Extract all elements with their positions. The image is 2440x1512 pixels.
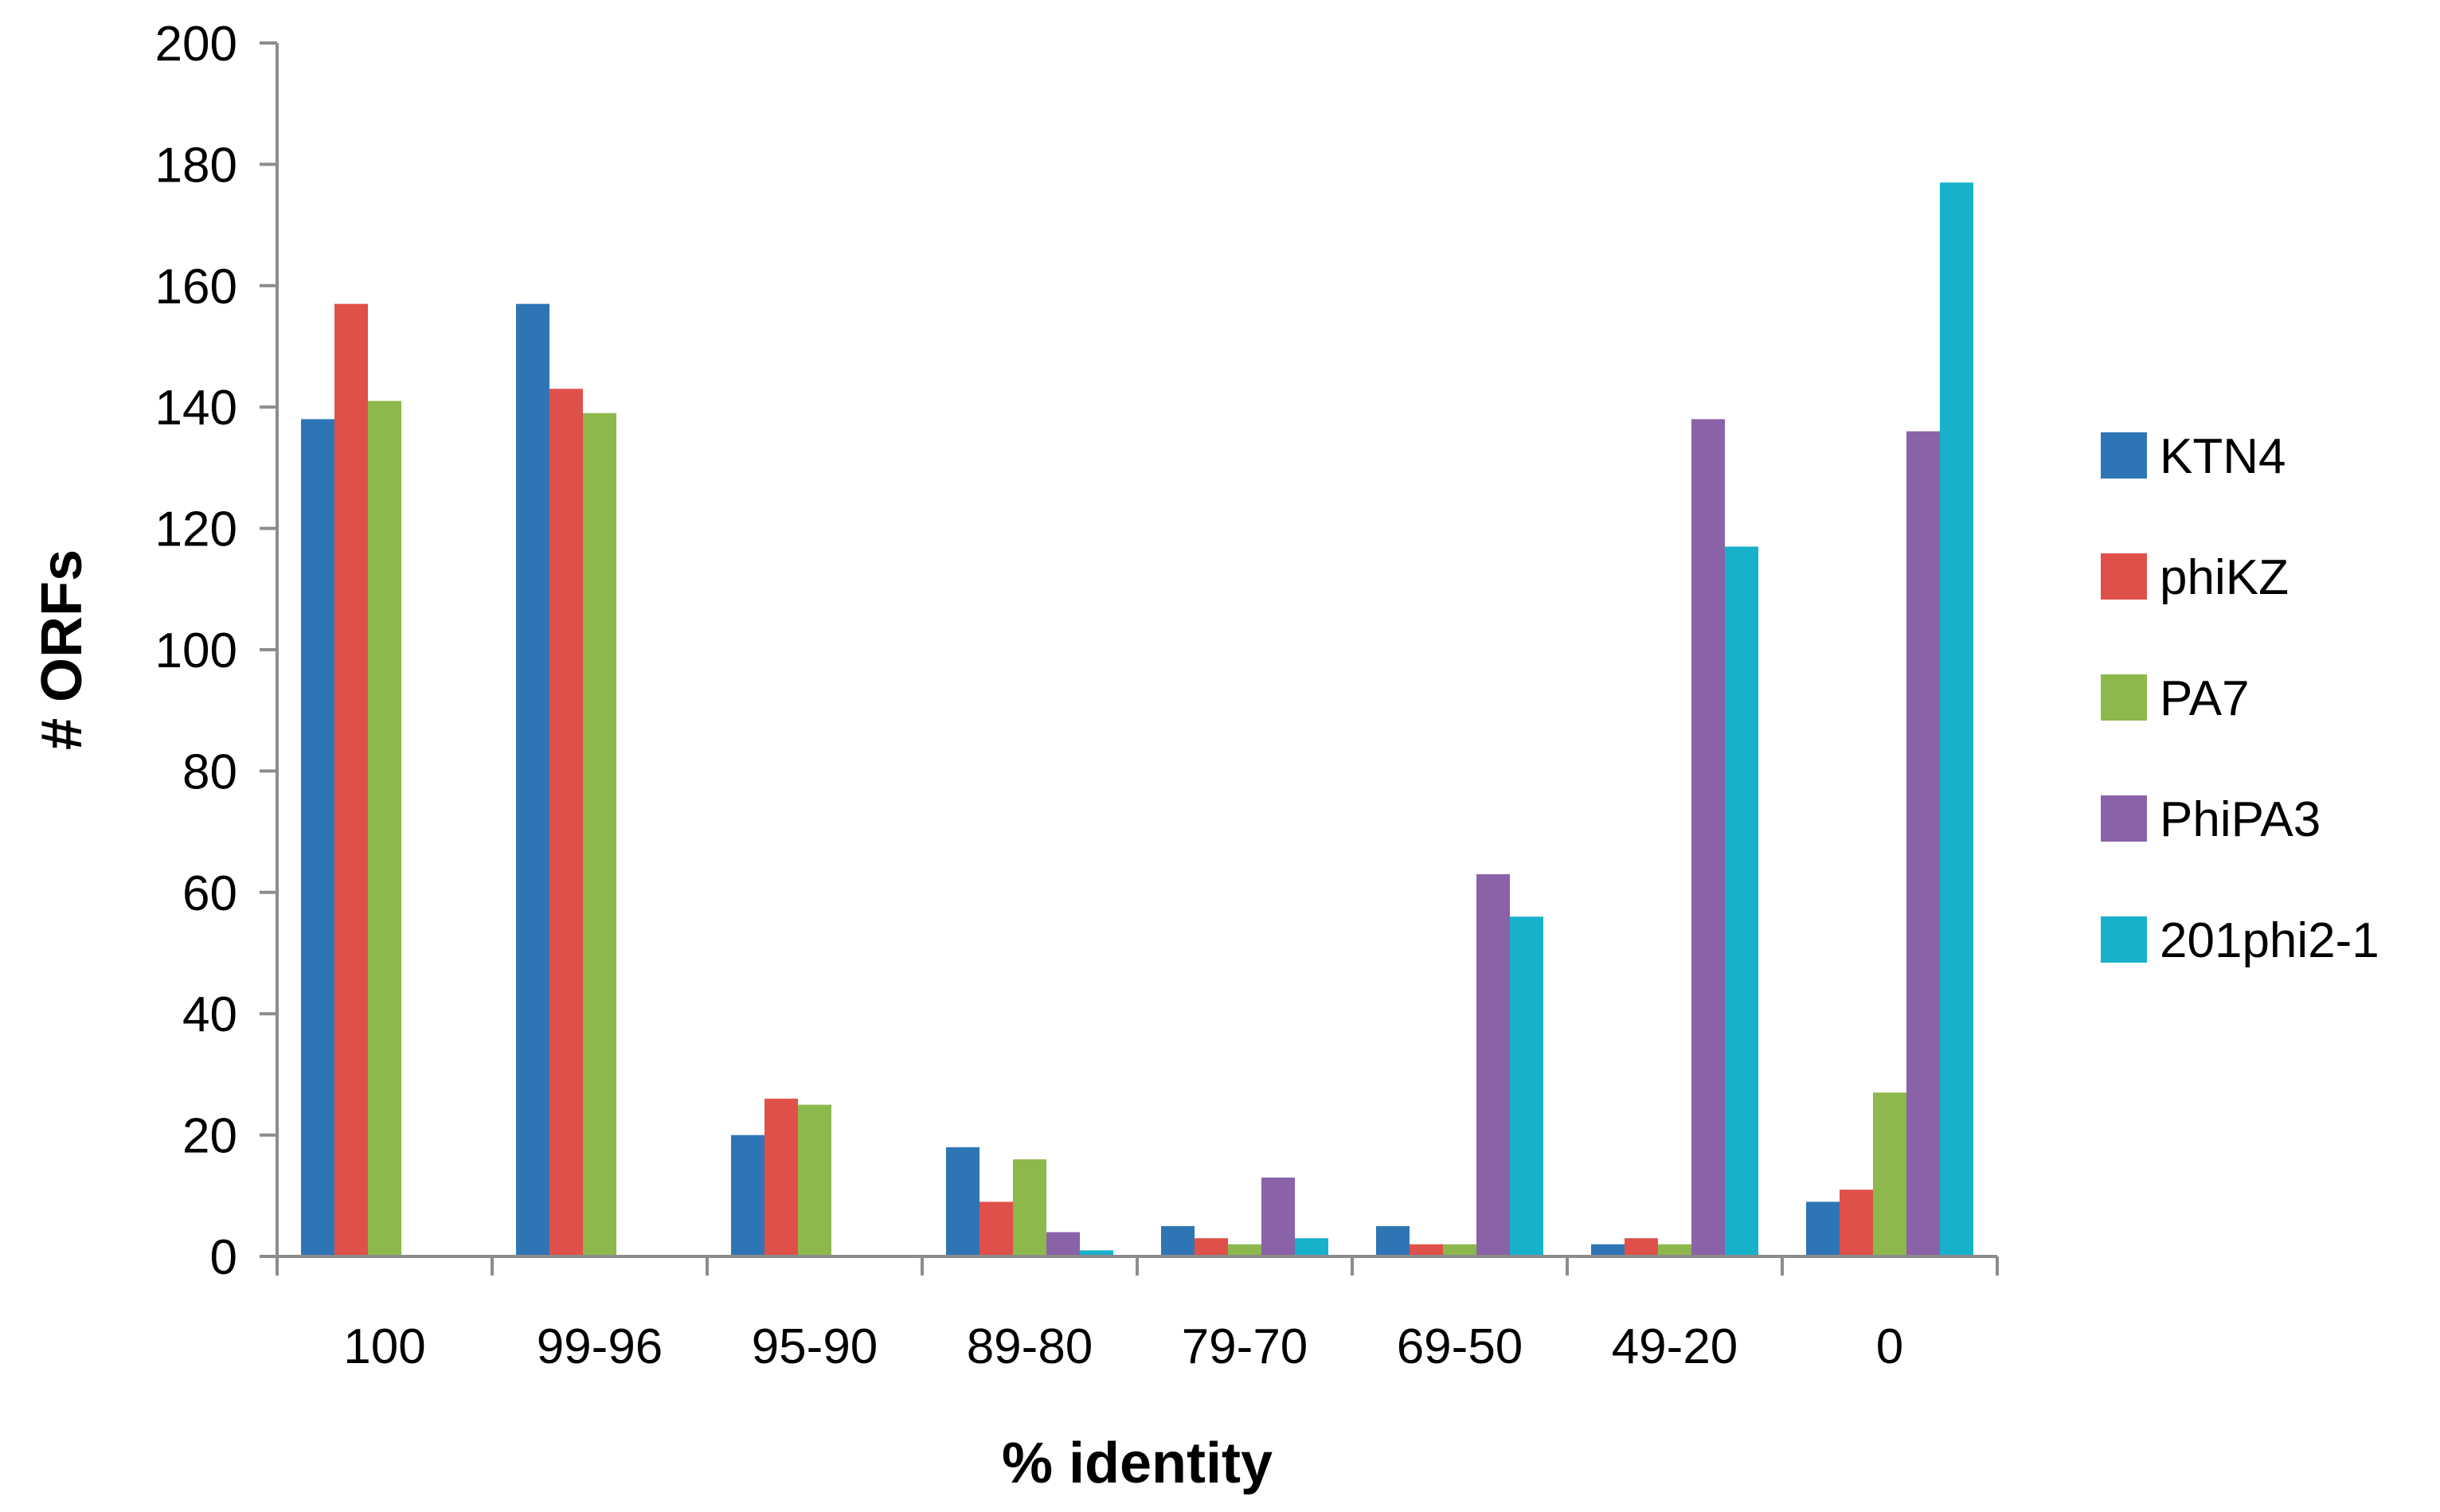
- x-axis-tick-labels: 100 99-96 95-90 89-80 79-70 69-50 49-20 0: [343, 1319, 1903, 1374]
- bar-201phi2-1-49-20: [1725, 546, 1758, 1256]
- bar-phikz-79-70: [1195, 1238, 1228, 1256]
- legend-label: phiKZ: [2160, 550, 2289, 605]
- bar-phikz-89-80: [980, 1201, 1013, 1256]
- legend-label: PhiPA3: [2160, 792, 2321, 847]
- bar-phikz-99-96: [549, 389, 583, 1257]
- legend-label: KTN4: [2160, 429, 2286, 484]
- y-axis-title: # ORFs: [30, 549, 94, 750]
- bar-pa7-89-80: [1013, 1159, 1046, 1256]
- bar-201phi2-1-89-80: [1080, 1250, 1113, 1256]
- bar-ktn4-79-70: [1161, 1225, 1195, 1256]
- y-tick-label: 180: [155, 138, 237, 193]
- bar-ktn4-69-50: [1376, 1225, 1410, 1256]
- legend: KTN4 phiKZ PA7 PhiPA3 201phi2-1: [2101, 429, 2379, 968]
- y-tick-label: 80: [182, 744, 237, 799]
- y-tick-label: 140: [155, 381, 237, 436]
- bar-ktn4-89-80: [946, 1147, 980, 1256]
- bar-pa7-99-96: [583, 412, 616, 1256]
- x-tick-label: 79-70: [1182, 1319, 1308, 1374]
- legend-swatch: [2101, 916, 2147, 963]
- y-tick-label: 40: [182, 987, 237, 1042]
- bar-pa7-49-20: [1658, 1244, 1691, 1256]
- bar-phikz-0: [1840, 1190, 1873, 1256]
- bar-pa7-69-50: [1443, 1244, 1476, 1256]
- bar-phikz-69-50: [1410, 1244, 1443, 1256]
- y-tick-label: 20: [182, 1109, 237, 1164]
- x-tick-label: 89-80: [967, 1319, 1093, 1374]
- y-tick-label: 160: [155, 260, 237, 315]
- y-axis-ticks: [260, 41, 277, 1258]
- bar-phipa3-49-20: [1691, 419, 1725, 1257]
- bar-pa7-95-90: [798, 1104, 831, 1256]
- legend-swatch: [2101, 795, 2147, 842]
- y-axis-tick-labels: 0 20 40 60 80 100 120 140 160 180 200: [155, 17, 237, 1285]
- bar-phipa3-0: [1906, 431, 1940, 1257]
- bar-201phi2-1-0: [1940, 182, 1973, 1256]
- legend-swatch: [2101, 432, 2147, 479]
- bar-ktn4-100: [301, 419, 334, 1257]
- bar-pa7-79-70: [1228, 1244, 1261, 1256]
- x-tick-label: 99-96: [537, 1319, 663, 1374]
- y-tick-label: 120: [155, 502, 237, 557]
- x-tick-label: 100: [343, 1319, 425, 1374]
- bar-ktn4-95-90: [731, 1135, 764, 1256]
- x-tick-label: 95-90: [752, 1319, 878, 1374]
- bar-ktn4-0: [1806, 1201, 1840, 1256]
- legend-label: 201phi2-1: [2160, 913, 2379, 968]
- legend-label: PA7: [2160, 671, 2250, 726]
- bar-phipa3-89-80: [1046, 1232, 1080, 1256]
- x-axis-title: % identity: [1002, 1432, 1273, 1495]
- bar-phikz-95-90: [764, 1098, 798, 1256]
- x-tick-label: 49-20: [1612, 1319, 1738, 1374]
- bar-phipa3-69-50: [1476, 873, 1510, 1256]
- bar-phipa3-79-70: [1261, 1177, 1295, 1256]
- y-tick-label: 0: [210, 1230, 237, 1285]
- bar-ktn4-49-20: [1591, 1244, 1625, 1256]
- bar-201phi2-1-79-70: [1295, 1238, 1328, 1256]
- x-tick-label: 0: [1876, 1319, 1903, 1374]
- legend-swatch: [2101, 553, 2147, 600]
- bar-201phi2-1-69-50: [1510, 916, 1543, 1256]
- bar-pa7-0: [1873, 1092, 1906, 1256]
- x-axis-ticks: [276, 1256, 1999, 1276]
- bar-phikz-49-20: [1625, 1238, 1658, 1256]
- bar-phikz-100: [334, 303, 368, 1256]
- y-tick-label: 60: [182, 866, 237, 921]
- x-tick-label: 69-50: [1397, 1319, 1523, 1374]
- y-tick-label: 200: [155, 17, 237, 72]
- legend-swatch: [2101, 674, 2147, 721]
- bar-ktn4-99-96: [516, 303, 549, 1256]
- bar-pa7-100: [368, 400, 401, 1257]
- bars: [301, 182, 1973, 1257]
- y-tick-label: 100: [155, 623, 237, 678]
